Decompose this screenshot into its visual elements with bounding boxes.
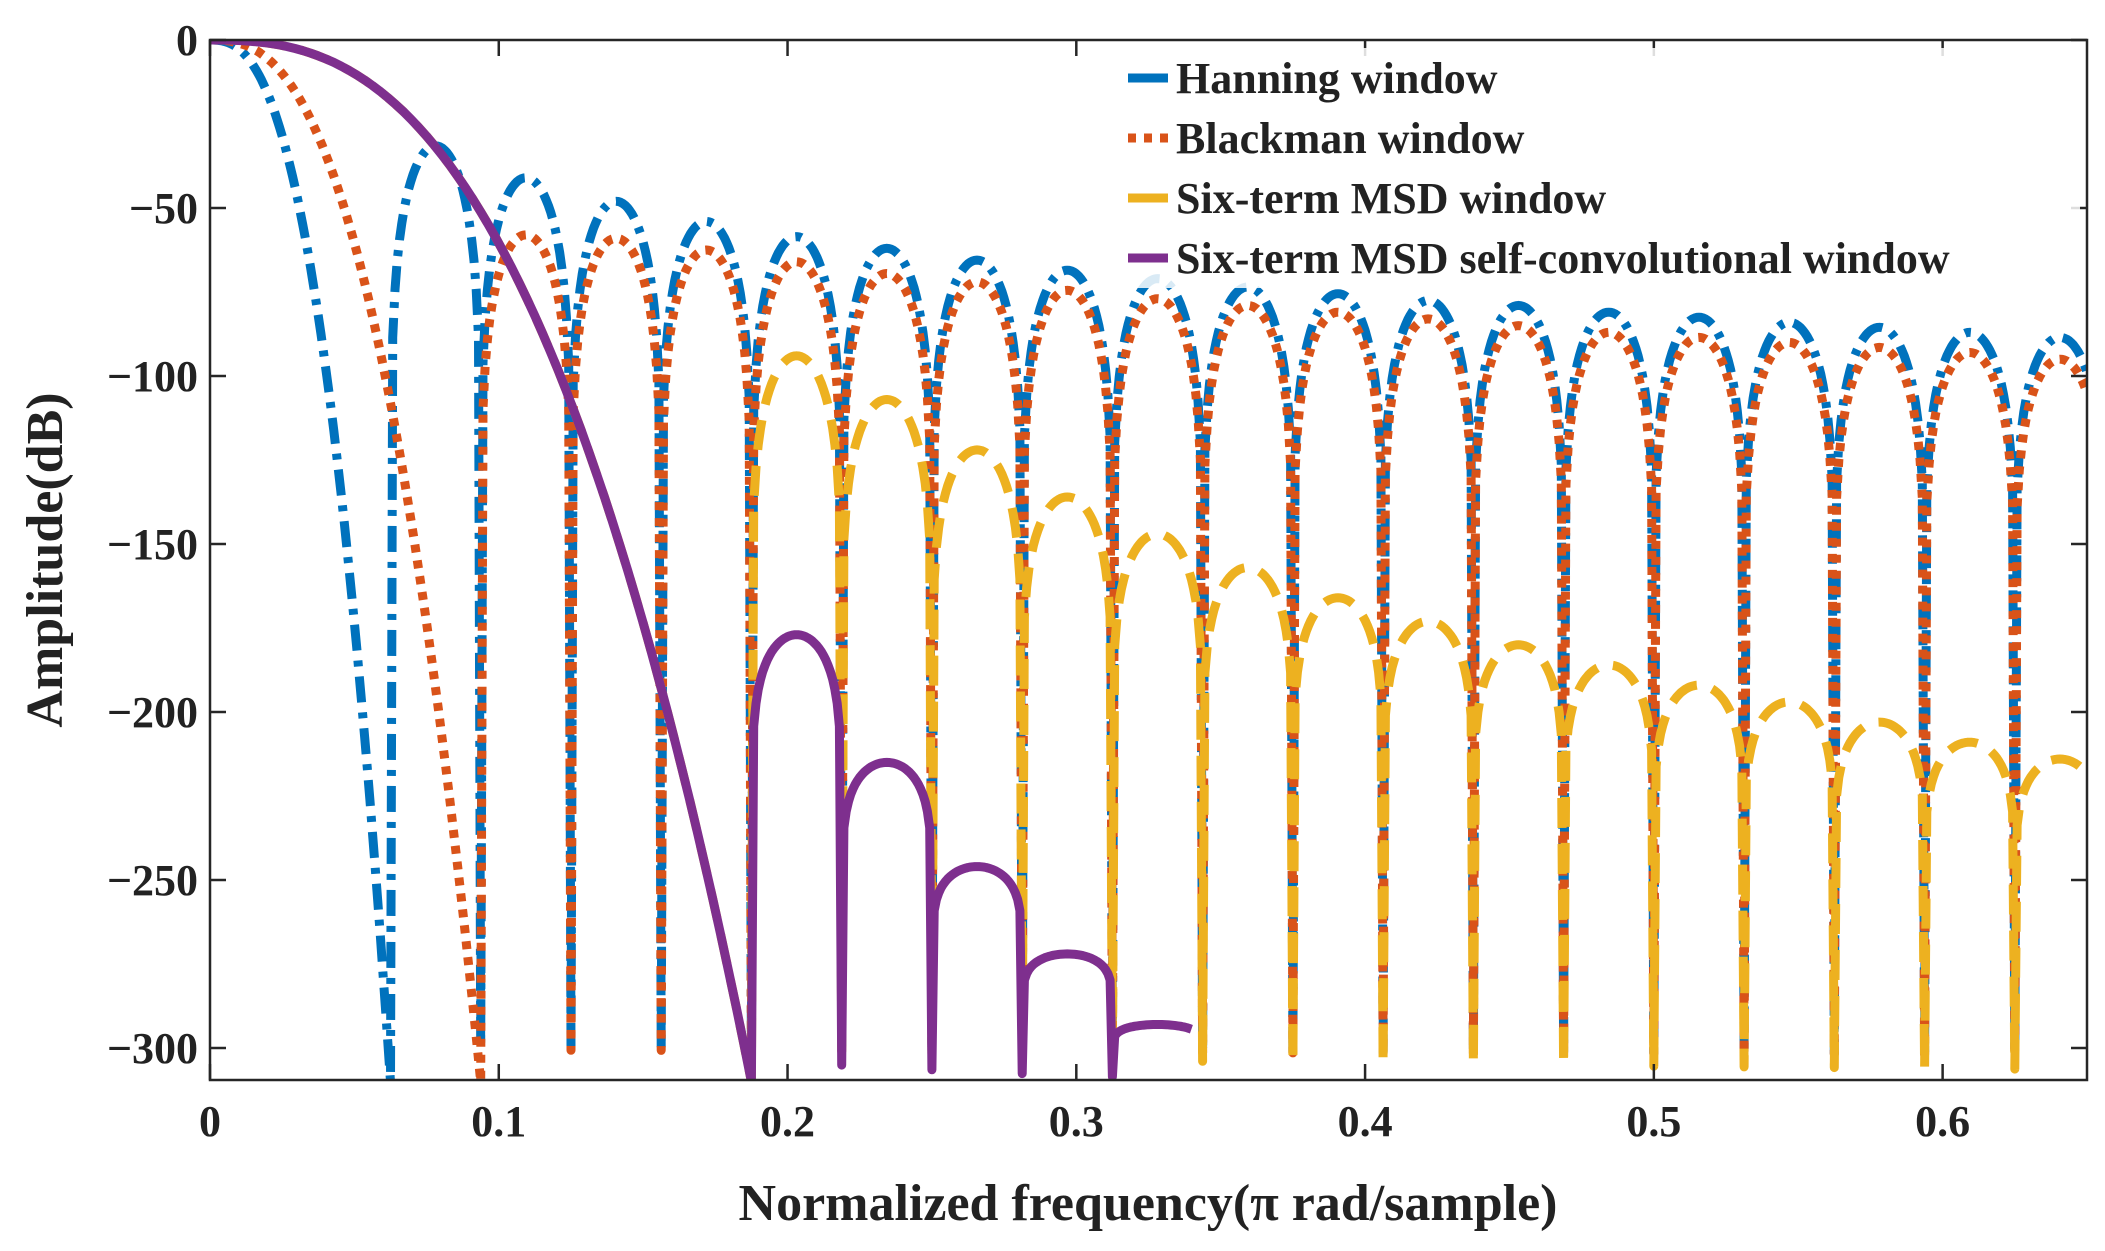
y-tick-label: −250 <box>107 856 198 905</box>
y-tick-label: −300 <box>107 1024 198 1073</box>
legend-label-4: Six-term MSD self-convolutional window <box>1176 234 1950 283</box>
x-tick-label: 0.6 <box>1915 1097 1970 1146</box>
y-tick-label: −150 <box>107 520 198 569</box>
series-layer <box>210 40 2087 1080</box>
legend-label-2: Blackman window <box>1176 114 1525 163</box>
y-tick-label: −50 <box>129 184 198 233</box>
x-axis-label: Normalized frequency(π rad/sample) <box>739 1175 1558 1232</box>
legend: Hanning window Blackman window Six-term MS… <box>1108 48 2080 288</box>
y-tick-label: −100 <box>107 352 198 401</box>
series-line-2 <box>210 40 2087 1080</box>
x-tick-label: 0.1 <box>471 1097 526 1146</box>
y-axis-label: Amplitude(dB) <box>17 392 74 727</box>
x-tick-label: 0.2 <box>760 1097 815 1146</box>
x-tick-label: 0.4 <box>1338 1097 1393 1146</box>
axes-layer: 0 0.1 0.2 0.3 0.4 0.5 0.6 0 −50 −100 −150 −200 −250 −… <box>107 16 2089 1146</box>
series-line-4 <box>210 40 1194 1080</box>
axes-frame <box>208 38 2089 1082</box>
legend-background <box>1108 48 2080 288</box>
x-tick-label: 0 <box>199 1097 221 1146</box>
x-tick-label: 0.5 <box>1626 1097 1681 1146</box>
y-tick-label: −200 <box>107 688 198 737</box>
legend-label-3: Six-term MSD window <box>1176 174 1606 223</box>
y-tick-label: 0 <box>176 16 198 65</box>
legend-label-1: Hanning window <box>1176 54 1498 103</box>
x-tick-label: 0.3 <box>1049 1097 1104 1146</box>
